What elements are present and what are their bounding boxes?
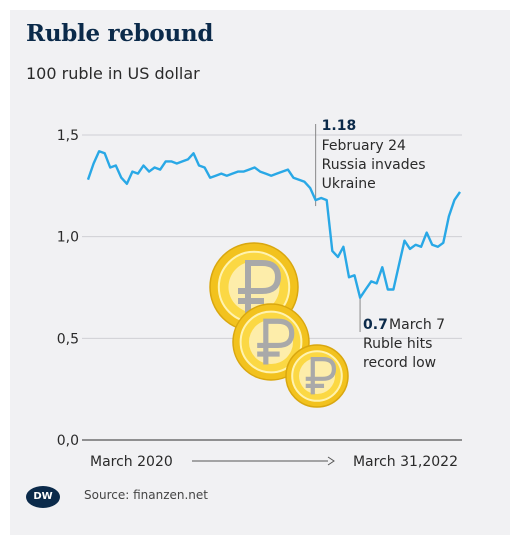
arrow-right-icon [327, 456, 335, 466]
x-axis-end-label: March 31,2022 [353, 454, 458, 470]
annotation-value: 0.7 [363, 317, 388, 333]
y-tick-label: 0,0 [57, 433, 79, 449]
chart-title: Ruble rebound [26, 20, 214, 47]
annotation-text: Russia invades [322, 157, 426, 173]
y-tick-label: 0,5 [57, 331, 79, 347]
annotation-text: March 7 [389, 317, 445, 333]
x-axis-start-label: March 2020 [90, 454, 173, 470]
annotation-value: 1.18 [322, 118, 357, 134]
ruble-coin-icon [285, 344, 349, 408]
annotation-text: February 24 [322, 138, 406, 154]
ruble-series-line [86, 150, 461, 299]
chart-subtitle: 100 ruble in US dollar [26, 64, 200, 83]
annotation-text: Ruble hits [363, 336, 432, 352]
y-tick-label: 1,5 [57, 128, 79, 144]
annotation-text: record low [363, 355, 436, 371]
source-text: Source: finanzen.net [84, 488, 208, 502]
y-tick-label: 1,0 [57, 230, 79, 246]
annotation-text: Ukraine [322, 176, 376, 192]
dw-logo: DW [26, 486, 60, 508]
